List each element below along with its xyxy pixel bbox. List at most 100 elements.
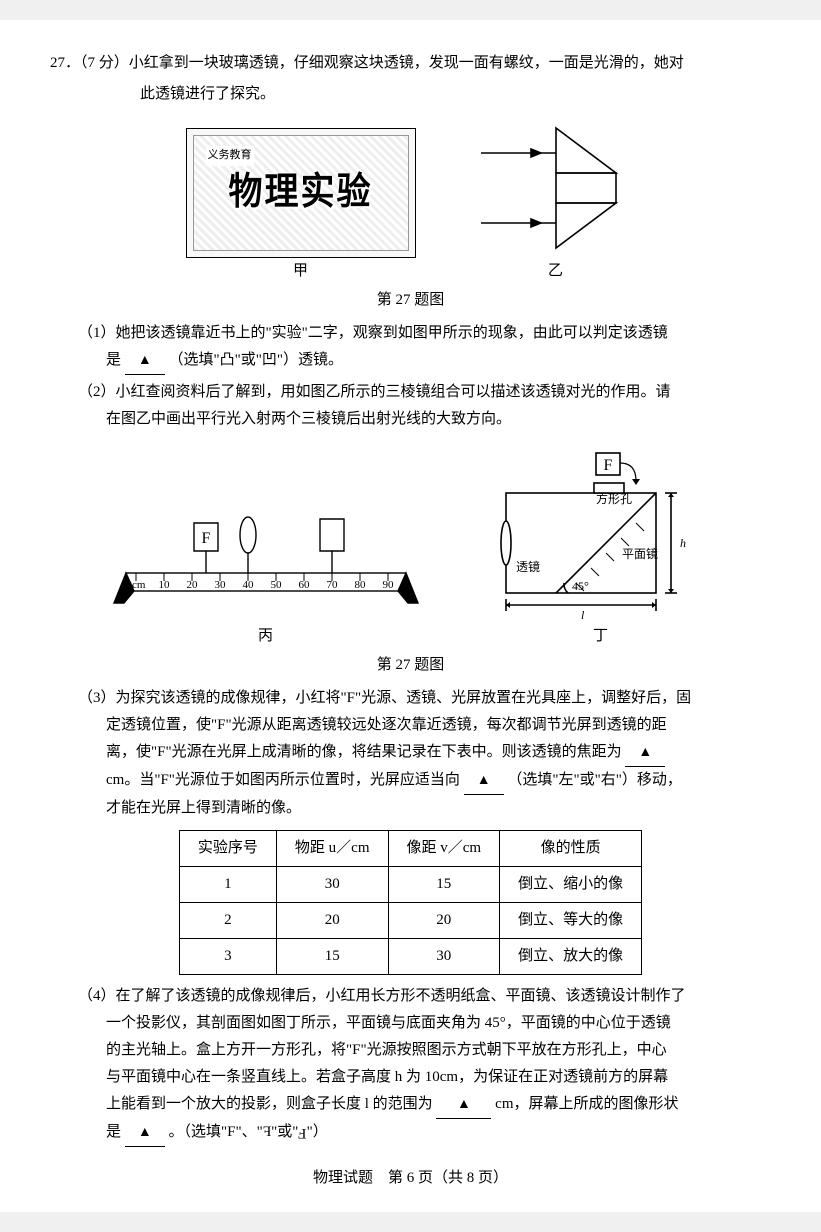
part4-i: "或" (271, 1124, 298, 1140)
svg-text:45°: 45° (572, 579, 589, 593)
stem-line1: 小红拿到一块玻璃透镜，仔细观察这块透镜，发现一面有螺纹，一面是光滑的，她对 (129, 55, 684, 71)
svg-text:60: 60 (298, 579, 310, 591)
svg-text:F: F (201, 530, 210, 547)
question-number: 27．（7 分） (50, 50, 129, 77)
svg-text:70: 70 (326, 579, 338, 591)
table-row: 3 15 30 倒立、放大的像 (179, 939, 641, 975)
caption-ding: 丁 (486, 623, 716, 650)
part2-b: 在图乙中画出平行光入射两个三棱镜后出射光线的大致方向。 (78, 411, 511, 427)
svg-text:0cm: 0cm (126, 579, 145, 591)
part1-line2: 是 ▲ （选填"凸"或"凹"）透镜。 (78, 352, 343, 368)
exam-page: 27．（7 分） 小红拿到一块玻璃透镜，仔细观察这块透镜，发现一面有螺纹，一面是… (0, 20, 821, 1212)
svg-text:30: 30 (214, 579, 226, 591)
table-row: 2 20 20 倒立、等大的像 (179, 903, 641, 939)
part3: （3）为探究该透镜的成像规律，小红将"F"光源、透镜、光屏放置在光具座上，调整好… (50, 685, 771, 822)
figure-jia: 义务教育 物理实验 甲 (186, 128, 416, 285)
part4-line6: 是 ▲ 。（选填"F"、"F"或"F"） (78, 1124, 328, 1140)
stem-line2: 此透镜进行了探究。 (140, 86, 275, 102)
part4-g: 是 (106, 1124, 121, 1140)
th-2: 像距 v／cm (388, 831, 500, 867)
blank-3: ▲ (464, 767, 504, 795)
th-3: 像的性质 (500, 831, 642, 867)
table-header-row: 实验序号 物距 u／cm 像距 v／cm 像的性质 (179, 831, 641, 867)
figure2-title: 第 27 题图 (50, 652, 771, 679)
part4-c: 的主光轴上。盒上方开一方形孔，将"F"光源按照图示方式朝下平放在方形孔上，中心 (78, 1042, 667, 1058)
part3-b: 定透镜位置，使"F"光源从距离透镜较远处逐次靠近透镜，每次都调节光屏到透镜的距 (78, 717, 667, 733)
photo-box: 义务教育 物理实验 (186, 128, 416, 258)
part1-c: （选填"凸"或"凹"）透镜。 (169, 352, 344, 368)
part4-line5: 上能看到一个放大的投影，则盒子长度 l 的范围为 ▲ cm，屏幕上所成的图像形状 (78, 1096, 679, 1112)
figure-yi: 乙 (476, 118, 636, 285)
caption-yi: 乙 (476, 258, 636, 285)
figure-row-1: 义务教育 物理实验 甲 (50, 118, 771, 285)
svg-text:90: 90 (382, 579, 394, 591)
svg-text:透镜: 透镜 (516, 559, 540, 574)
svg-text:平面镜: 平面镜 (622, 546, 658, 561)
photo-inner: 义务教育 物理实验 (193, 135, 409, 251)
svg-text:F: F (603, 457, 612, 474)
projector-svg: F (486, 443, 716, 623)
triangle-icon: ▲ (138, 1120, 152, 1145)
figure1-title: 第 27 题图 (50, 287, 771, 314)
triangle-icon: ▲ (457, 1092, 471, 1117)
part4-j: "） (307, 1124, 328, 1140)
blank-5: ▲ (125, 1119, 165, 1147)
question-stem: 27．（7 分） 小红拿到一块玻璃透镜，仔细观察这块透镜，发现一面有螺纹，一面是… (50, 50, 771, 77)
svg-text:20: 20 (186, 579, 198, 591)
caption-bing: 丙 (106, 623, 426, 650)
part3-idx: （3） (78, 690, 116, 706)
part3-d: cm。当"F"光源位于如图丙所示位置时，光屏应适当向 (106, 772, 460, 788)
optical-bench-svg: F 0cm 10 20 30 40 50 60 70 (106, 473, 426, 623)
part3-line3: 离，使"F"光源在光屏上成清晰的像，将结果记录在下表中。则该透镜的焦距为 ▲ (78, 744, 665, 760)
part4-b: 一个投影仪，其剖面图如图丁所示，平面镜与底面夹角为 45°，平面镜的中心位于透镜 (78, 1015, 671, 1031)
caption-jia: 甲 (186, 258, 416, 285)
part4: （4）在了解了该透镜的成像规律后，小红用长方形不透明纸盒、平面镜、该透镜设计制作… (50, 983, 771, 1147)
blank-2: ▲ (625, 739, 665, 767)
mirror-f-icon: F (263, 1119, 271, 1146)
th-1: 物距 u／cm (276, 831, 388, 867)
th-0: 实验序号 (179, 831, 276, 867)
flip-f-icon: F (298, 1119, 306, 1146)
part2: （2）小红查阅资料后了解到，用如图乙所示的三棱镜组合可以描述该透镜对光的作用。请… (50, 379, 771, 433)
qnum-text: 27． (50, 55, 80, 71)
blank-4: ▲ (436, 1091, 491, 1119)
part3-e: （选填"左"或"右"）移动， (507, 772, 682, 788)
part4-f: cm，屏幕上所成的图像形状 (495, 1096, 678, 1112)
table-row: 1 30 15 倒立、缩小的像 (179, 867, 641, 903)
page-footer: 物理试题 第 6 页（共 8 页） (50, 1165, 771, 1192)
part1-b: 是 (106, 352, 121, 368)
triangle-icon: ▲ (477, 768, 491, 793)
svg-text:l: l (581, 608, 585, 622)
part1-a: 她把该透镜靠近书上的"实验"二字，观察到如图甲所示的现象，由此可以判定该透镜 (116, 325, 668, 341)
photo-main-text: 物理实验 (229, 159, 373, 226)
part4-d: 与平面镜中心在一条竖直线上。若盒子高度 h 为 10cm，为保证在正对透镜前方的… (78, 1069, 668, 1085)
part4-e: 上能看到一个放大的投影，则盒子长度 l 的范围为 (106, 1096, 433, 1112)
part1: （1）她把该透镜靠近书上的"实验"二字，观察到如图甲所示的现象，由此可以判定该透… (50, 320, 771, 375)
part3-f: 才能在光屏上得到清晰的像。 (78, 800, 301, 816)
svg-text:10: 10 (158, 579, 170, 591)
svg-text:50: 50 (270, 579, 282, 591)
part2-idx: （2） (78, 384, 116, 400)
part3-a: 为探究该透镜的成像规律，小红将"F"光源、透镜、光屏放置在光具座上，调整好后，固 (116, 690, 692, 706)
part4-h: 。（选填"F"、" (169, 1124, 263, 1140)
part2-a: 小红查阅资料后了解到，用如图乙所示的三棱镜组合可以描述该透镜对光的作用。请 (116, 384, 671, 400)
figure-ding: F (486, 443, 716, 650)
part4-a: 在了解了该透镜的成像规律后，小红用长方形不透明纸盒、平面镜、该透镜设计制作了 (116, 988, 686, 1004)
figure-row-2: F 0cm 10 20 30 40 50 60 70 (50, 443, 771, 650)
stem-line2-wrap: 此透镜进行了探究。 (50, 81, 771, 108)
figure-bing: F 0cm 10 20 30 40 50 60 70 (106, 473, 426, 650)
svg-text:80: 80 (354, 579, 366, 591)
svg-text:h: h (680, 536, 686, 550)
prism-svg (476, 118, 636, 258)
data-table: 实验序号 物距 u／cm 像距 v／cm 像的性质 1 30 15 倒立、缩小的… (179, 830, 642, 975)
triangle-icon: ▲ (138, 348, 152, 373)
part3-c: 离，使"F"光源在光屏上成清晰的像，将结果记录在下表中。则该透镜的焦距为 (106, 744, 622, 760)
question-body: 小红拿到一块玻璃透镜，仔细观察这块透镜，发现一面有螺纹，一面是光滑的，她对 (129, 50, 771, 77)
triangle-icon: ▲ (638, 740, 652, 765)
svg-text:方形孔: 方形孔 (596, 491, 632, 506)
blank-1: ▲ (125, 347, 165, 375)
part3-line4: cm。当"F"光源位于如图丙所示位置时，光屏应适当向 ▲ （选填"左"或"右"）… (78, 772, 682, 788)
svg-text:40: 40 (242, 579, 254, 591)
part4-idx: （4） (78, 988, 116, 1004)
part1-idx: （1） (78, 325, 116, 341)
